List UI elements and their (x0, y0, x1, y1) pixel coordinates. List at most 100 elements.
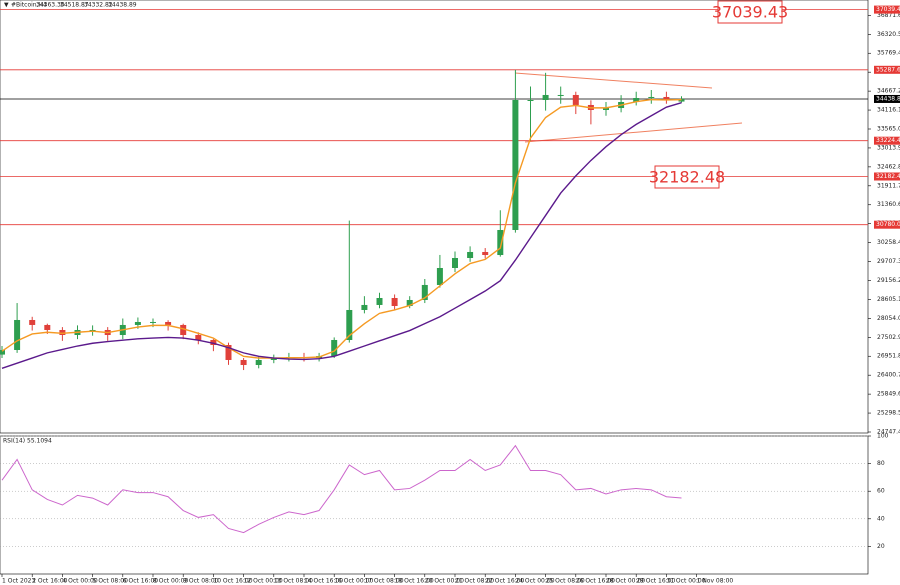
y-tick-label: 29707.30 (877, 258, 900, 265)
level-label: 33224.48 (876, 137, 900, 144)
x-tick-label: 1 Nov 08:00 (697, 578, 734, 585)
candle-body (255, 359, 262, 366)
x-tick-label: 22 Oct 16:00 (485, 578, 524, 585)
level-label: 37039.43 (876, 6, 900, 13)
rsi-value: 55.1094 (27, 438, 52, 445)
candle-body (346, 309, 353, 340)
y-tick-label: 31911.70 (877, 182, 900, 189)
header-high: 34518.87 (60, 2, 89, 9)
x-tick-label: 14 Oct 16:00 (304, 578, 343, 585)
x-tick-label: 26 Oct 16:00 (576, 578, 615, 585)
candle-body (376, 297, 383, 305)
moving-average (1, 102, 682, 370)
x-tick-label: 9 Oct 08:00 (183, 578, 218, 585)
y-tick-label: 25849.60 (877, 391, 900, 398)
x-tick-label: 5 Oct 08:00 (93, 578, 128, 585)
y-tick-label: 28054.00 (877, 315, 900, 322)
rsi-line (1, 444, 682, 534)
candle-body (195, 335, 202, 340)
x-tick-label: 12 Oct 00:00 (244, 578, 283, 585)
x-tick-label: 4 Oct 00:00 (62, 578, 97, 585)
y-tick-label: 31360.60 (877, 201, 900, 208)
symbol: #Bitcoin,H4 (11, 2, 47, 9)
y-tick-label: 34667.20 (877, 88, 900, 95)
y-tick-label: 36320.50 (877, 31, 900, 38)
y-tick-label: 35769.40 (877, 50, 900, 57)
y-tick-label: 26951.80 (877, 353, 900, 360)
candle-body (29, 319, 36, 325)
layer: 24747.40 25298.50 25849.60 26400.70 26951.80… (0, 5, 900, 585)
candle-body (210, 339, 217, 346)
level-tag (874, 94, 900, 103)
y-tick-label: 20 (877, 543, 885, 550)
x-tick-label: 1 Oct 2023 (2, 578, 35, 585)
candle-body (557, 94, 564, 96)
candle-body (225, 345, 232, 360)
candle-body (633, 98, 640, 102)
level-tag (874, 65, 900, 74)
header-arrow: ▼ (4, 2, 9, 9)
candle-body (482, 251, 489, 256)
y-tick-label: 32462.80 (877, 163, 900, 170)
x-tick-label: 25 Oct 08:00 (546, 578, 585, 585)
candle-body (436, 267, 443, 285)
rsi-panel (0, 435, 869, 575)
level-label: 34438.89 (876, 95, 900, 102)
x-tick-label: 21 Oct 08:00 (455, 578, 494, 585)
level-label: 35287.62 (876, 66, 900, 73)
y-tick-label: 28605.10 (877, 296, 900, 303)
level-tag (874, 5, 900, 14)
candle-body (452, 257, 458, 268)
level-label: 30780.02 (876, 221, 900, 228)
y-tick-label: 33013.90 (877, 144, 900, 151)
y-tick-label: 40 (877, 515, 885, 522)
y-tick-label: 29156.20 (877, 277, 900, 284)
candle-body (14, 319, 21, 350)
annotation: 37039.43 (712, 3, 788, 22)
x-tick-label: 31 Oct 00:00 (666, 578, 705, 585)
candle-body (240, 359, 247, 366)
level-tag (874, 172, 900, 181)
candle-body (331, 339, 338, 357)
header-low: 34332.82 (84, 2, 113, 9)
y-tick-label: 25298.50 (877, 410, 900, 417)
y-tick-label: 60 (877, 488, 885, 495)
y-tick-label: 30258.40 (877, 239, 900, 246)
annotation: 32182.48 (649, 168, 725, 187)
x-tick-label: 24 Oct 00:00 (515, 578, 554, 585)
annotation-box (717, 0, 783, 24)
candle-body (648, 96, 655, 99)
candle-body (270, 357, 277, 360)
x-tick-label: 8 Oct 00:00 (153, 578, 188, 585)
candle-body (497, 229, 504, 256)
y-tick-label: 27502.90 (877, 334, 900, 341)
x-tick-label: 20 Oct 00:00 (425, 578, 464, 585)
y-tick-label: 33565.00 (877, 125, 900, 132)
x-tick-label: 6 Oct 16:00 (123, 578, 158, 585)
trendline-lower (524, 122, 743, 143)
candle-body (421, 284, 428, 300)
candle-body (89, 329, 96, 331)
candle-body (467, 251, 474, 258)
candle-body (391, 297, 398, 307)
y-tick-label: 80 (877, 460, 885, 467)
y-tick-label: 24747.40 (877, 429, 900, 436)
level-tag (874, 136, 900, 145)
x-tick-label: 29 Oct 16:00 (636, 578, 675, 585)
candle-body (180, 324, 187, 336)
x-tick-label: 13 Oct 08:00 (274, 578, 313, 585)
candle-body (361, 304, 368, 310)
level-tag (874, 220, 900, 229)
x-tick-label: 2 Oct 16:00 (32, 578, 67, 585)
x-tick-label: 17 Oct 08:00 (364, 578, 403, 585)
trendline-upper (514, 72, 713, 89)
candle-body (663, 96, 670, 100)
candle-body (542, 94, 549, 100)
candle-body (150, 321, 156, 323)
candle-body (0, 349, 5, 355)
header-open: 34363.30 (36, 2, 65, 9)
candle-body (59, 329, 66, 336)
candle-body (44, 324, 51, 330)
y-tick-label: 26400.70 (877, 372, 900, 379)
